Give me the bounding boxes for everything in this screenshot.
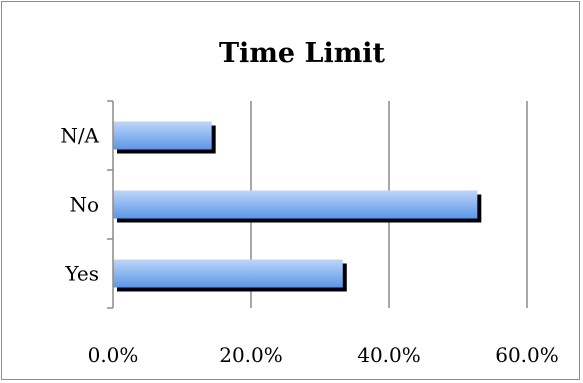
x-tick-label: 0.0% xyxy=(88,343,139,367)
axis-layer xyxy=(107,100,114,309)
x-tick-label: 60.0% xyxy=(495,343,559,367)
bar-layer xyxy=(113,121,482,292)
x-tick-label: 40.0% xyxy=(357,343,421,367)
label-layer: 0.0% 20.0% 40.0% 60.0% Yes No N/A xyxy=(60,124,558,368)
chart-title: Time Limit xyxy=(219,38,386,69)
bar xyxy=(113,190,478,219)
x-tick-label: 20.0% xyxy=(219,343,283,367)
category-label: N/A xyxy=(60,124,99,148)
bar xyxy=(113,259,343,288)
category-label: No xyxy=(69,193,99,217)
category-label: Yes xyxy=(64,262,99,286)
bar xyxy=(113,121,212,150)
